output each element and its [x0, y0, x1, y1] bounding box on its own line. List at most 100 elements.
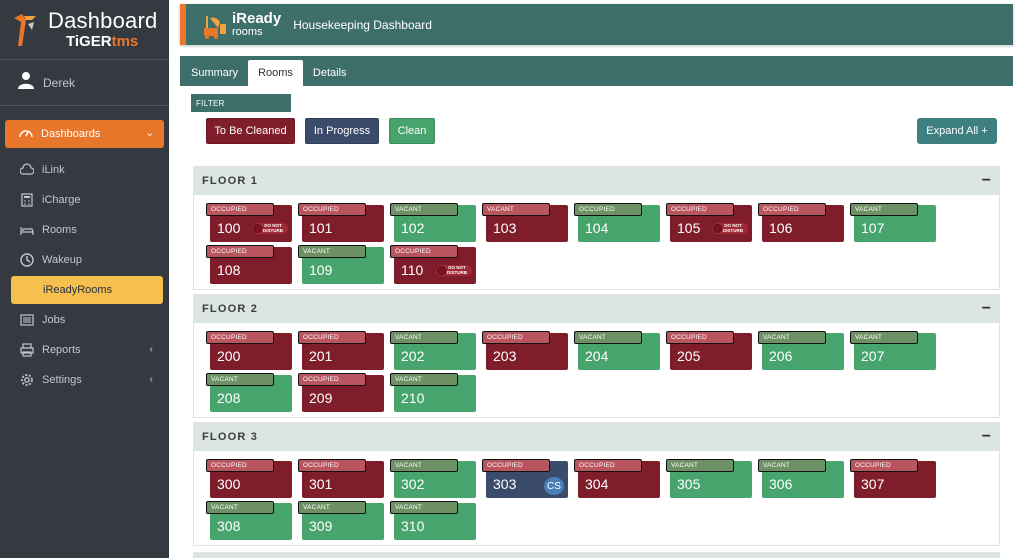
room-status-badge: VACANT [206, 373, 274, 386]
room-tile[interactable]: OCCUPIED 209 [298, 373, 384, 412]
sidebar-item-ilink[interactable]: iLink [6, 156, 163, 184]
sidebar-item-label: Jobs [42, 314, 66, 326]
sidebar-item-jobs[interactable]: Jobs [6, 306, 163, 334]
room-tile[interactable]: OCCUPIED 106 [758, 203, 844, 242]
room-tile[interactable]: VACANT 309 [298, 501, 384, 540]
room-number: 301 [309, 476, 333, 492]
room-tile[interactable]: VACANT 206 [758, 331, 844, 370]
cloud-icon [20, 163, 34, 177]
tab-details[interactable]: Details [312, 67, 347, 79]
brand[interactable]: Dashboard TiGERtms [0, 0, 169, 60]
room-status-badge: OCCUPIED [298, 331, 366, 344]
room-number: 110 [401, 262, 424, 278]
room-status-badge: VACANT [390, 203, 458, 216]
floor-header[interactable]: FLOOR 2 − [194, 295, 999, 323]
page-title: Housekeeping Dashboard [293, 17, 432, 32]
room-number: 205 [677, 348, 701, 364]
sidebar: Dashboard TiGERtms Derek Dashboards ⌄ iLin… [0, 0, 169, 558]
floor-title: FLOOR 1 [202, 175, 259, 187]
room-number: 100 [217, 220, 241, 236]
floor-title: FLOOR 2 [202, 303, 259, 315]
sidebar-item-rooms[interactable]: Rooms [6, 216, 163, 244]
room-tile[interactable]: OCCUPIED 205 [666, 331, 752, 370]
header-brand: iReady rooms [232, 10, 282, 38]
room-tile[interactable]: VACANT 107 [850, 203, 936, 242]
room-tile[interactable]: VACANT 308 [206, 501, 292, 540]
room-tile[interactable]: VACANT 210 [390, 373, 476, 412]
room-tile[interactable]: VACANT 204 [574, 331, 660, 370]
room-tile[interactable]: OCCUPIED 303 CS [482, 459, 568, 498]
room-tile[interactable]: OCCUPIED 300 [206, 459, 292, 498]
room-number: 210 [401, 390, 425, 406]
brand-subtitle: TiGERtms [66, 33, 139, 50]
gear-icon [20, 373, 34, 387]
room-number: 305 [677, 476, 701, 492]
room-tile[interactable]: VACANT 202 [390, 331, 476, 370]
room-tile[interactable]: OCCUPIED 203 [482, 331, 568, 370]
sidebar-item-label: iReadyRooms [43, 284, 113, 296]
room-number: 102 [401, 220, 425, 236]
sidebar-item-reports[interactable]: Reports ‹ [6, 336, 163, 364]
sidebar-item-label: iLink [42, 164, 65, 176]
filter-clean-button[interactable]: Clean [389, 118, 435, 144]
room-tile[interactable]: VACANT 305 [666, 459, 752, 498]
expand-all-button[interactable]: Expand All + [917, 118, 997, 144]
filter-to-be-cleaned-button[interactable]: To Be Cleaned [206, 118, 295, 144]
room-tile[interactable]: OCCUPIED 100 DO NOT DISTURB [206, 203, 292, 242]
filter-label: FILTER [191, 94, 291, 112]
chevron-icon: ‹ [149, 374, 153, 385]
room-tile[interactable]: VACANT 310 [390, 501, 476, 540]
room-tile[interactable]: VACANT 102 [390, 203, 476, 242]
room-tile[interactable]: VACANT 302 [390, 459, 476, 498]
room-tile[interactable]: VACANT 208 [206, 373, 292, 412]
room-tile[interactable]: OCCUPIED 105 DO NOT DISTURB [666, 203, 752, 242]
room-tile[interactable]: OCCUPIED 110 DO NOT DISTURB [390, 245, 476, 284]
sidebar-item-label: iCharge [42, 194, 81, 206]
room-number: 204 [585, 348, 609, 364]
room-tile[interactable]: OCCUPIED 307 [850, 459, 936, 498]
room-number: 303 [493, 476, 517, 492]
room-status-badge: VACANT [666, 459, 734, 472]
room-tile[interactable]: OCCUPIED 108 [206, 245, 292, 284]
room-tile[interactable]: VACANT 306 [758, 459, 844, 498]
sidebar-item-dashboards[interactable]: Dashboards ⌄ [5, 120, 164, 148]
chevron-icon: ⌄ [145, 128, 154, 139]
room-status-badge: OCCUPIED [666, 203, 734, 216]
calculator-icon [20, 193, 34, 207]
room-number: 107 [861, 220, 885, 236]
room-number: 307 [861, 476, 885, 492]
sidebar-item-label: Dashboards [41, 128, 101, 140]
collapse-icon[interactable]: − [981, 300, 991, 317]
tab-summary[interactable]: Summary [191, 67, 239, 79]
collapse-icon[interactable]: − [981, 428, 991, 445]
rooms-card: Summary Rooms Details FILTER To Be Cleaned… [180, 56, 1013, 558]
sidebar-item-settings[interactable]: Settings ‹ [6, 366, 163, 394]
sidebar-item-icharge[interactable]: iCharge [6, 186, 163, 214]
floor-header[interactable]: FLOOR 3 − [194, 423, 999, 451]
room-tile[interactable]: OCCUPIED 301 [298, 459, 384, 498]
floor-header[interactable]: FLOOR 1 − [194, 167, 999, 195]
printer-icon [20, 343, 34, 357]
collapse-icon[interactable]: − [981, 172, 991, 189]
room-tile[interactable]: OCCUPIED 200 [206, 331, 292, 370]
sidebar-item-wakeup[interactable]: Wakeup [6, 246, 163, 274]
tab-rooms[interactable]: Rooms [248, 60, 303, 86]
room-tile[interactable]: OCCUPIED 304 [574, 459, 660, 498]
room-number: 106 [769, 220, 793, 236]
sidebar-item-ireadyrooms[interactable]: iReadyRooms [11, 276, 163, 304]
room-number: 103 [493, 220, 517, 236]
room-status-badge: VACANT [298, 501, 366, 514]
floor-header[interactable] [194, 553, 999, 558]
room-tile[interactable]: VACANT 109 [298, 245, 384, 284]
room-tile[interactable]: OCCUPIED 101 [298, 203, 384, 242]
user-panel[interactable]: Derek [0, 60, 169, 106]
do-not-disturb-badge: DO NOT DISTURB [712, 223, 748, 234]
room-tile[interactable]: OCCUPIED 104 [574, 203, 660, 242]
room-tile[interactable]: VACANT 103 [482, 203, 568, 242]
room-number: 109 [309, 262, 333, 278]
room-tile[interactable]: VACANT 207 [850, 331, 936, 370]
room-tile[interactable]: OCCUPIED 201 [298, 331, 384, 370]
do-not-disturb-icon [713, 224, 722, 233]
room-number: 108 [217, 262, 241, 278]
filter-in-progress-button[interactable]: In Progress [305, 118, 379, 144]
